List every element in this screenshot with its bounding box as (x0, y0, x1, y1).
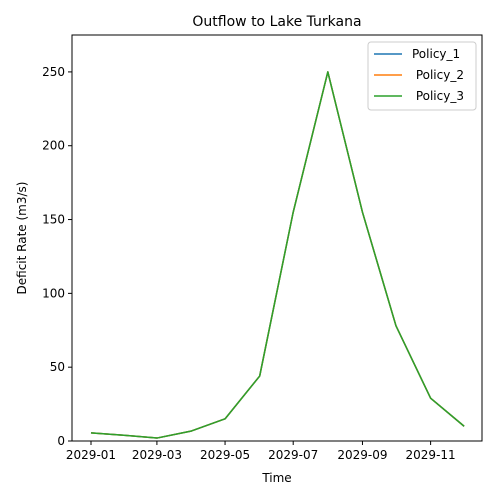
x-tick-label: 2029-01 (66, 448, 116, 462)
x-tick-label: 2029-03 (132, 448, 182, 462)
legend-label-2: Policy_2 (412, 68, 464, 82)
series-layer (90, 71, 465, 439)
plot-area: 2029-01 2029-03 2029-05 2029-07 2029-09 2029-… (42, 34, 483, 462)
x-tick-label: 2029-11 (406, 448, 456, 462)
legend-label-1: Policy_1 (412, 47, 460, 61)
y-tick-label: 50 (50, 360, 65, 374)
x-tick-label: 2029-09 (337, 448, 387, 462)
legend-box (367, 41, 477, 111)
y-tick-label: 100 (42, 286, 65, 300)
y-axis-label: Deficit Rate (m3/s) (15, 182, 29, 295)
series-line-3 (90, 71, 465, 439)
x-axis: 2029-01 2029-03 2029-05 2029-07 2029-09 2029-… (66, 441, 456, 462)
y-tick-label: 0 (57, 434, 65, 448)
legend: Policy_1 Policy_2 Policy_3 (367, 41, 477, 111)
y-tick-label: 250 (42, 65, 65, 79)
series-line-2 (90, 71, 465, 439)
legend-label-3: Policy_3 (412, 89, 464, 103)
x-axis-label: Time (261, 471, 291, 485)
chart-title: Outflow to Lake Turkana (192, 14, 361, 30)
x-tick-label: 2029-05 (200, 448, 250, 462)
plot-frame (71, 34, 483, 442)
y-tick-label: 150 (42, 213, 65, 227)
y-axis: 0 50 100 150 200 250 (42, 65, 72, 448)
y-tick-label: 200 (42, 139, 65, 153)
series-line-1 (90, 71, 465, 439)
x-tick-label: 2029-07 (268, 448, 318, 462)
